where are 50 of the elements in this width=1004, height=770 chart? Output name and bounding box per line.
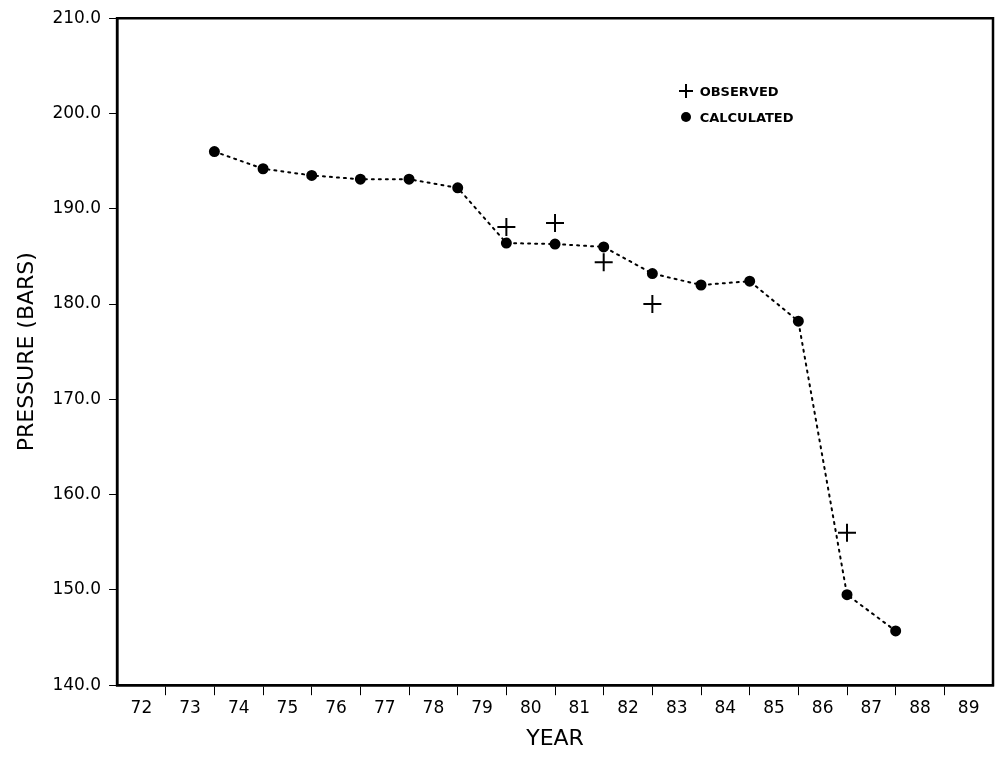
- point: [208, 146, 220, 158]
- y-axis-title: PRESSURE (BARS): [12, 252, 38, 452]
- point: [500, 237, 512, 249]
- x-tick-label: 87: [860, 696, 883, 717]
- y-tick-label: 160.0: [52, 483, 102, 504]
- x-tick-label: 89: [957, 696, 980, 717]
- y-tick-label: 210.0: [52, 6, 102, 27]
- point: [646, 268, 658, 280]
- point: [549, 238, 561, 250]
- x-tick-label: 81: [568, 696, 591, 717]
- point: [403, 173, 415, 185]
- legend-label: OBSERVED: [699, 83, 779, 99]
- x-tick-label: 77: [373, 696, 396, 717]
- x-tick-label: 79: [471, 696, 493, 717]
- y-tick-label: 170.0: [52, 387, 102, 408]
- x-tick-label: 80: [519, 696, 542, 717]
- point: [837, 522, 858, 543]
- x-tick-label: 75: [276, 696, 299, 717]
- y-tick-label: 180.0: [52, 292, 102, 313]
- x-tick-label: 74: [227, 696, 250, 717]
- point: [354, 173, 366, 185]
- point: [452, 182, 464, 194]
- y-tick-label: 190.0: [52, 197, 102, 218]
- x-tick-label: 84: [714, 696, 737, 717]
- point: [744, 275, 756, 287]
- point: [593, 252, 614, 273]
- point: [695, 279, 707, 291]
- x-tick-label: 86: [811, 696, 834, 717]
- y-tick-label: 140.0: [52, 673, 102, 694]
- point: [496, 216, 517, 237]
- x-tick-label: 78: [422, 696, 445, 717]
- x-tick-label: 85: [763, 696, 785, 717]
- x-tick-label: 76: [325, 696, 347, 717]
- y-tick-label: 200.0: [52, 101, 102, 122]
- x-tick-label: 83: [665, 696, 688, 717]
- point: [792, 315, 804, 327]
- point: [841, 589, 853, 601]
- x-tick-label: 82: [617, 696, 639, 717]
- x-tick-label: 73: [179, 696, 201, 717]
- y-tick-label: 150.0: [52, 578, 102, 599]
- x-tick-label: 88: [909, 696, 931, 717]
- x-axis-title: YEAR: [525, 724, 584, 750]
- point: [598, 241, 610, 253]
- x-tick-label: 72: [130, 696, 153, 717]
- point: [257, 163, 269, 175]
- legend-label: CALCULATED: [699, 109, 794, 125]
- point: [890, 625, 902, 637]
- point: [642, 294, 663, 315]
- point: [306, 169, 318, 181]
- point: [545, 213, 566, 234]
